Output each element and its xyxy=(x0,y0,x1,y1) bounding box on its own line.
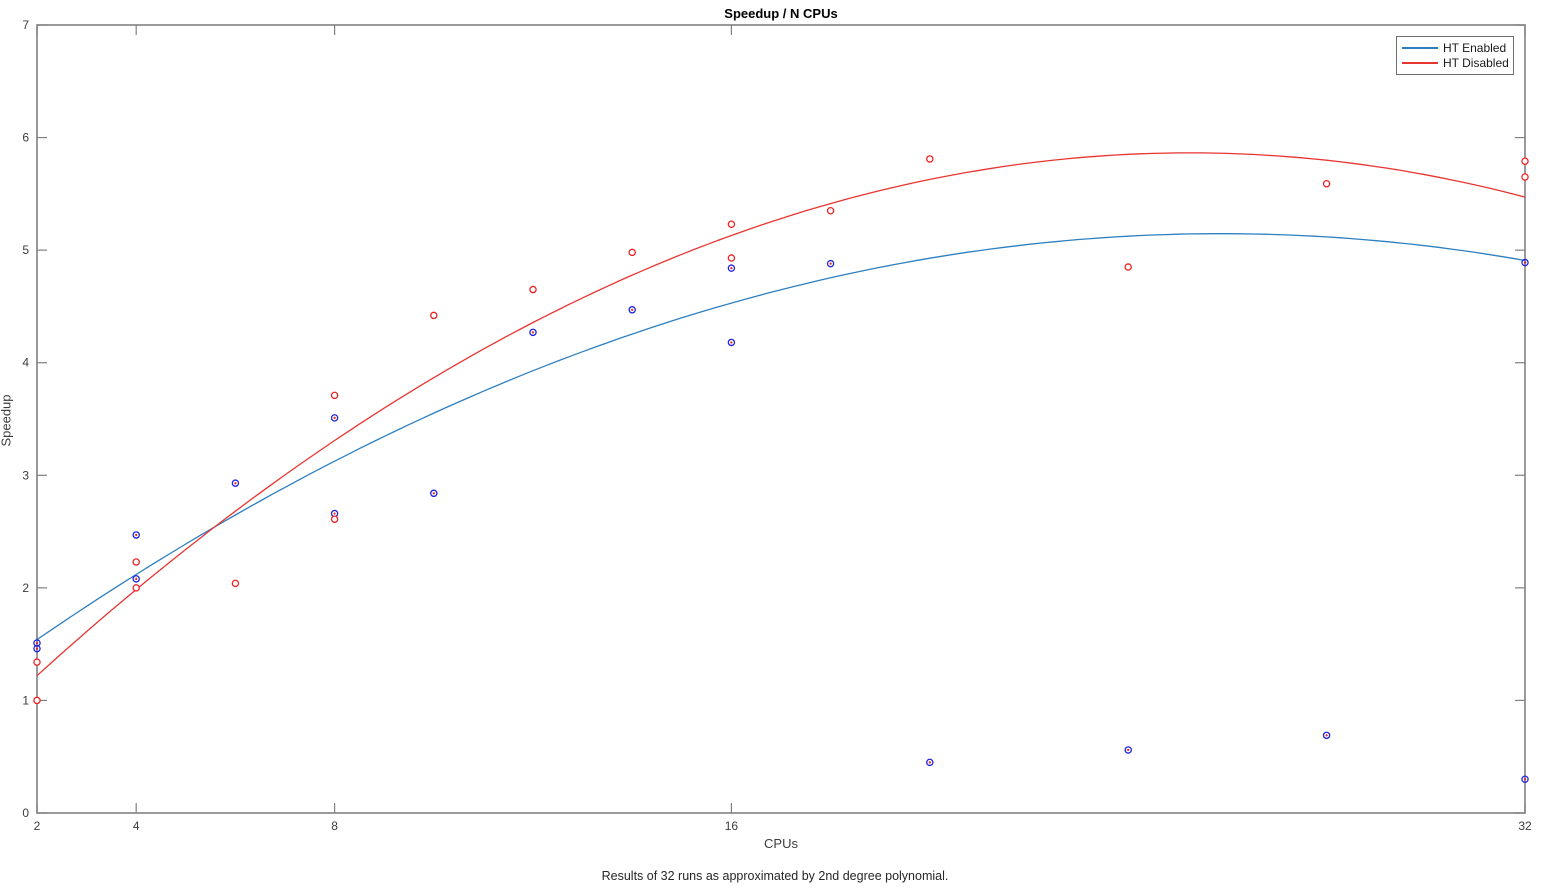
series-points-ht-enabled-marker-center xyxy=(1127,748,1130,752)
series-points-ht-disabled-marker xyxy=(926,155,934,163)
series-points-ht-enabled-marker-center xyxy=(333,416,336,419)
chart-title: Speedup / N CPUs xyxy=(724,6,838,21)
series-points-ht-enabled-marker xyxy=(529,328,537,337)
series-points-ht-enabled-marker-center xyxy=(631,308,634,311)
series-points-ht-enabled-marker xyxy=(430,489,438,498)
series-points-ht-enabled-marker-center xyxy=(730,341,733,344)
legend-label-ht-enabled: HT Enabled xyxy=(1443,40,1507,55)
series-points-ht-enabled-marker-center xyxy=(135,533,138,537)
x-tick-label: 4 xyxy=(133,819,140,833)
series-points-ht-enabled-marker xyxy=(231,479,240,487)
series-points-ht-enabled-marker xyxy=(132,575,140,583)
y-tick-label: 6 xyxy=(22,131,29,145)
x-tick-label: 32 xyxy=(1518,819,1532,833)
series-points-ht-enabled-marker xyxy=(33,644,41,653)
series-points-ht-enabled-marker-center xyxy=(1523,261,1527,264)
series-points-ht-enabled-marker xyxy=(727,264,736,272)
series-points-ht-disabled-marker xyxy=(33,696,41,705)
legend-entry-ht-disabled: HT Disabled xyxy=(1402,55,1509,70)
series-points-ht-disabled-marker xyxy=(826,206,835,215)
series-points-ht-disabled-marker xyxy=(1521,157,1529,165)
series-points-ht-enabled-marker-center xyxy=(928,761,931,764)
series-points-ht-enabled-marker-center xyxy=(135,577,138,580)
series-points-ht-enabled-marker xyxy=(1124,746,1132,754)
series-points-ht-enabled-marker-center xyxy=(234,482,237,485)
series-points-ht-enabled-marker-center xyxy=(1523,778,1527,781)
series-points-ht-disabled-marker xyxy=(1124,263,1132,271)
series-points-ht-disabled-marker xyxy=(727,220,736,229)
fit-curve-ht-enabled xyxy=(36,233,1526,641)
series-points-ht-disabled-marker xyxy=(330,515,339,523)
series-points-ht-enabled-marker-center xyxy=(730,267,733,270)
series-points-ht-disabled-marker xyxy=(330,391,339,400)
figure-caption: Results of 32 runs as approximated by 2n… xyxy=(601,869,949,883)
y-tick-label: 7 xyxy=(22,18,29,32)
series-points-ht-disabled-marker xyxy=(529,285,537,294)
legend-line-sample-ht-disabled xyxy=(1402,61,1438,64)
axes-box xyxy=(36,24,1526,814)
series-points-ht-enabled-marker xyxy=(727,338,736,347)
legend-line-sample-ht-enabled xyxy=(1402,46,1438,49)
series-points-ht-enabled-marker-center xyxy=(829,262,832,265)
y-tick-label: 1 xyxy=(22,693,29,707)
legend-label-ht-disabled: HT Disabled xyxy=(1443,55,1509,70)
y-tick-label: 3 xyxy=(22,468,29,482)
series-points-ht-disabled-marker xyxy=(727,254,736,262)
series-points-ht-disabled-marker xyxy=(430,311,438,320)
fit-curve-ht-disabled xyxy=(36,152,1526,677)
series-points-ht-enabled-marker xyxy=(1521,258,1529,267)
series-points-ht-enabled-marker xyxy=(926,758,934,767)
series-points-ht-enabled-marker-center xyxy=(432,492,435,495)
legend: HT Enabled HT Disabled xyxy=(1396,36,1514,75)
series-points-ht-enabled-marker-center xyxy=(35,641,39,645)
series-points-ht-enabled-marker xyxy=(826,259,835,268)
series-points-ht-enabled-marker-center xyxy=(35,647,39,650)
series-points-ht-enabled-marker xyxy=(1521,775,1529,783)
series-points-ht-enabled-marker xyxy=(1322,731,1331,740)
series-points-ht-enabled-marker xyxy=(330,414,339,422)
legend-entry-ht-enabled: HT Enabled xyxy=(1402,40,1508,55)
x-tick-label: 8 xyxy=(331,819,338,833)
series-points-ht-enabled-marker-center xyxy=(531,331,535,334)
y-tick-label: 2 xyxy=(22,581,29,595)
series-points-ht-disabled-marker xyxy=(132,558,140,566)
series-points-ht-disabled-marker xyxy=(1521,173,1529,181)
series-points-ht-enabled-marker xyxy=(132,531,140,539)
series-points-ht-disabled-marker xyxy=(33,658,41,666)
y-tick-label: 5 xyxy=(22,243,29,257)
series-points-ht-disabled-marker xyxy=(628,248,636,257)
y-tick-label: 0 xyxy=(22,806,29,820)
x-tick-label: 16 xyxy=(725,819,739,833)
series-points-ht-enabled-marker-center xyxy=(1325,734,1328,737)
series-points-ht-enabled-marker-center xyxy=(333,512,336,515)
series-points-ht-disabled-marker xyxy=(132,584,140,592)
series-points-ht-enabled-marker xyxy=(628,306,636,314)
series-points-ht-disabled-marker xyxy=(1322,179,1331,188)
x-tick-label: 2 xyxy=(34,819,41,833)
x-axis-label: CPUs xyxy=(764,836,798,851)
series-points-ht-disabled-marker xyxy=(231,579,240,588)
y-tick-label: 4 xyxy=(22,356,29,370)
